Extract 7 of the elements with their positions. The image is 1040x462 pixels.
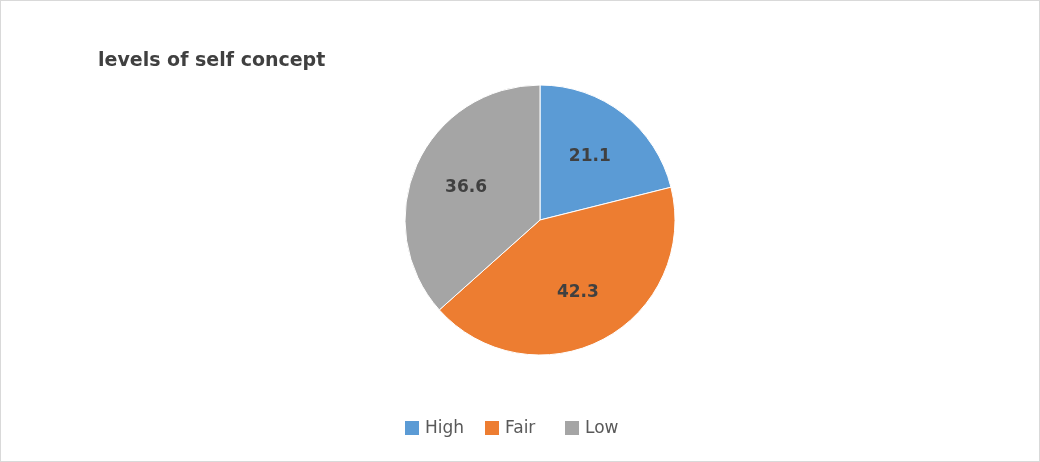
legend-label: Fair	[505, 417, 536, 437]
legend-label: High	[425, 417, 465, 437]
text: levels of self concept	[98, 48, 326, 70]
data-label: 42.3	[556, 280, 599, 301]
legend-label: Low	[585, 417, 619, 437]
data-label: 36.6	[445, 175, 488, 196]
data-label: 21.1	[568, 145, 611, 166]
